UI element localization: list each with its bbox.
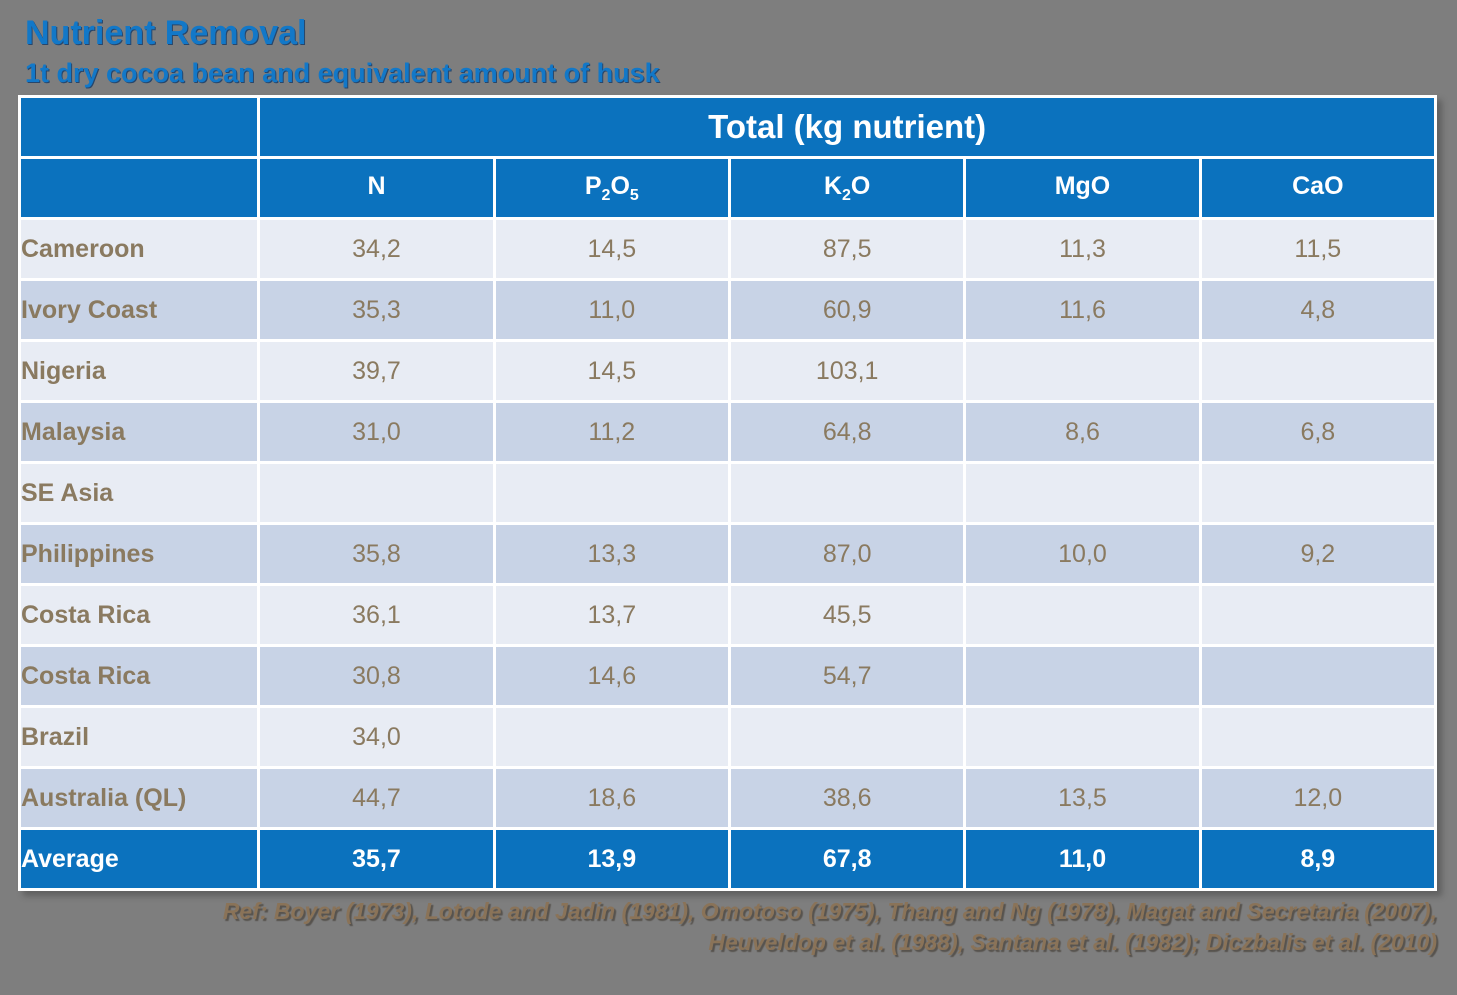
data-cell: 14,5 [495,220,728,278]
table-row: Costa Rica 36,1 13,7 45,5 [21,586,1434,644]
corner-cell [21,98,258,156]
data-cell: 13,7 [495,586,728,644]
data-cell: 87,5 [730,220,964,278]
data-cell: 13,3 [495,525,728,583]
data-cell [1201,708,1434,766]
data-cell: 103,1 [730,342,964,400]
average-cell: 8,9 [1201,830,1434,888]
data-cell: 35,3 [260,281,493,339]
row-label: Costa Rica [21,586,258,644]
table-row: Brazil 34,0 [21,708,1434,766]
average-cell: 13,9 [495,830,728,888]
data-cell: 10,0 [966,525,1199,583]
data-cell: 44,7 [260,769,493,827]
reference-line-2: Heuveldop et al. (1988), Santana et al. … [708,929,1437,955]
data-cell: 14,6 [495,647,728,705]
average-cell: 67,8 [730,830,964,888]
data-cell [966,708,1199,766]
row-label: Australia (QL) [21,769,258,827]
row-label: Philippines [21,525,258,583]
data-cell [730,464,964,522]
data-cell: 64,8 [730,403,964,461]
data-cell [1201,586,1434,644]
reference-line-1: Ref: Boyer (1973), Lotode and Jadin (198… [222,898,1437,924]
data-cell: 11,6 [966,281,1199,339]
data-cell [966,586,1199,644]
table-row: Ivory Coast 35,3 11,0 60,9 11,6 4,8 [21,281,1434,339]
data-cell [260,464,493,522]
data-cell: 12,0 [1201,769,1434,827]
table-row: Costa Rica 30,8 14,6 54,7 [21,647,1434,705]
table-row: Australia (QL) 44,7 18,6 38,6 13,5 12,0 [21,769,1434,827]
average-row: Average 35,7 13,9 67,8 11,0 8,9 [21,830,1434,888]
data-cell [1201,342,1434,400]
row-label: Cameroon [21,220,258,278]
column-header-p2o5: P2O5 [495,159,728,217]
row-label: Malaysia [21,403,258,461]
data-cell: 39,7 [260,342,493,400]
data-cell: 87,0 [730,525,964,583]
data-cell: 11,3 [966,220,1199,278]
data-cell: 11,5 [1201,220,1434,278]
page-title: Nutrient Removal [25,14,307,52]
corner-cell-2 [21,159,258,217]
data-cell [1201,464,1434,522]
data-cell: 54,7 [730,647,964,705]
data-cell: 45,5 [730,586,964,644]
column-header-k2o: K2O [730,159,964,217]
data-cell: 34,0 [260,708,493,766]
reference-text: Ref: Boyer (1973), Lotode and Jadin (198… [57,896,1437,958]
data-cell [966,342,1199,400]
data-cell [495,464,728,522]
data-cell: 60,9 [730,281,964,339]
data-cell [495,708,728,766]
data-cell: 14,5 [495,342,728,400]
data-cell: 9,2 [1201,525,1434,583]
data-cell [1201,647,1434,705]
data-cell: 11,2 [495,403,728,461]
data-cell: 34,2 [260,220,493,278]
data-cell: 36,1 [260,586,493,644]
column-header-n: N [260,159,493,217]
data-cell [730,708,964,766]
table-row: Philippines 35,8 13,3 87,0 10,0 9,2 [21,525,1434,583]
column-header-row: N P2O5 K2O MgO CaO [21,159,1434,217]
nutrient-removal-table: Total (kg nutrient) N P2O5 K2O MgO CaO C… [18,95,1437,891]
average-label: Average [21,830,258,888]
data-cell: 13,5 [966,769,1199,827]
data-cell: 11,0 [495,281,728,339]
row-label: Nigeria [21,342,258,400]
data-cell [966,647,1199,705]
average-cell: 11,0 [966,830,1199,888]
data-cell: 8,6 [966,403,1199,461]
page-subtitle: 1t dry cocoa bean and equivalent amount … [25,58,660,88]
row-label: Ivory Coast [21,281,258,339]
row-label: SE Asia [21,464,258,522]
data-cell [966,464,1199,522]
table-row: SE Asia [21,464,1434,522]
row-label: Costa Rica [21,647,258,705]
column-header-cao: CaO [1201,159,1434,217]
table-row: Malaysia 31,0 11,2 64,8 8,6 6,8 [21,403,1434,461]
table-row: Cameroon 34,2 14,5 87,5 11,3 11,5 [21,220,1434,278]
average-cell: 35,7 [260,830,493,888]
table-row: Nigeria 39,7 14,5 103,1 [21,342,1434,400]
data-cell: 38,6 [730,769,964,827]
data-cell: 30,8 [260,647,493,705]
data-cell: 6,8 [1201,403,1434,461]
data-cell: 4,8 [1201,281,1434,339]
total-header: Total (kg nutrient) [260,98,1434,156]
row-label: Brazil [21,708,258,766]
data-cell: 31,0 [260,403,493,461]
data-cell: 35,8 [260,525,493,583]
data-cell: 18,6 [495,769,728,827]
column-header-mgo: MgO [966,159,1199,217]
span-header-row: Total (kg nutrient) [21,98,1434,156]
